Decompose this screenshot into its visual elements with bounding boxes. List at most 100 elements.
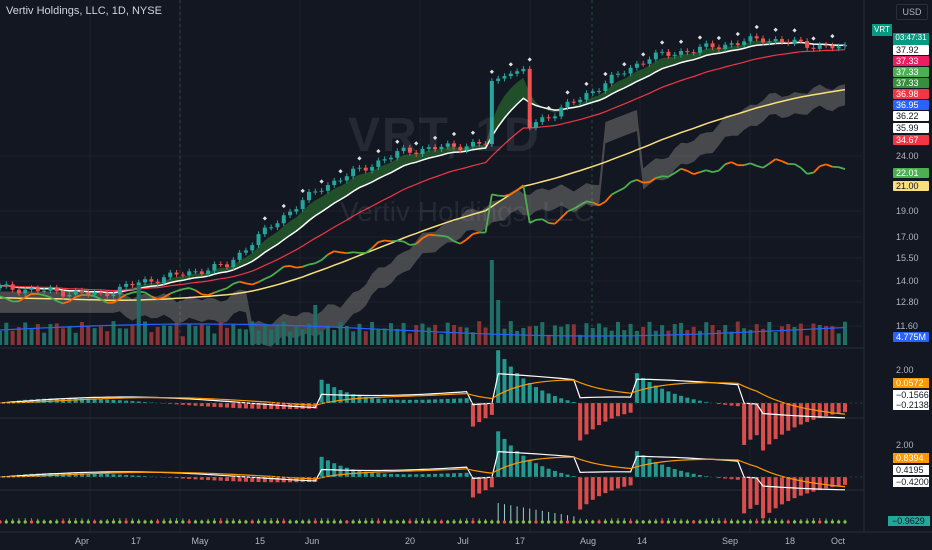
rs-line-segment	[750, 162, 758, 167]
rs-line-segment	[686, 170, 695, 175]
candle-body	[395, 151, 400, 158]
candle-body	[571, 101, 576, 103]
lollipop-dot	[786, 520, 790, 524]
histogram-bar	[231, 477, 236, 482]
pane2-tag-label: 0.4195	[896, 465, 924, 475]
currency-button[interactable]: USD	[896, 4, 928, 20]
pane2-tag-label: −0.4200	[896, 477, 929, 487]
volume-bar	[180, 336, 185, 345]
candle-body	[534, 122, 539, 128]
histogram-bar	[370, 472, 375, 477]
signal-dot	[735, 31, 740, 37]
volume-bar	[767, 321, 772, 345]
histogram-bar	[382, 399, 387, 403]
histogram-bar	[458, 398, 463, 403]
volume-bar	[351, 331, 356, 345]
cloud-band	[0, 84, 845, 347]
candle-body	[86, 292, 91, 295]
rs-line-segment	[346, 251, 354, 255]
pane3-tag-label: −0.9629	[892, 516, 925, 526]
volume-bar	[729, 331, 734, 345]
lollipop-dot	[4, 520, 8, 524]
candle-body	[92, 292, 97, 295]
volume-bar	[754, 324, 759, 345]
candle-body	[597, 90, 602, 92]
lollipop-dot	[767, 520, 771, 524]
rs-line-segment	[226, 283, 234, 289]
signal-dot	[641, 52, 646, 57]
histogram-bar	[344, 467, 349, 477]
rs-line-segment	[340, 251, 347, 255]
volume-bar	[105, 331, 110, 345]
candle-body	[464, 146, 469, 151]
lollipop-dot	[137, 520, 141, 524]
lollipop-dot	[200, 520, 204, 524]
signal-dot	[527, 57, 532, 62]
histogram-bar	[225, 477, 230, 481]
rs-line-segment	[636, 178, 644, 184]
candle-body	[779, 39, 784, 42]
volume-bar	[130, 325, 135, 345]
volume-bar	[262, 325, 267, 345]
price-tag-label: 36.22	[896, 111, 919, 121]
volume-bar	[615, 321, 620, 345]
rs-line-segment	[812, 165, 821, 174]
volume-bar	[35, 324, 40, 345]
rs-line-segment	[466, 233, 474, 241]
signal-dot	[432, 135, 438, 141]
lollipop-dot	[301, 520, 305, 524]
histogram-bar	[306, 477, 311, 483]
histogram-bar	[540, 390, 545, 403]
lollipop-dot	[383, 520, 387, 524]
candle-body	[401, 147, 406, 152]
lollipop-dot	[193, 520, 198, 524]
volume-bar	[647, 321, 652, 345]
volume-bar	[79, 322, 84, 345]
volume-bar	[578, 334, 583, 345]
histogram-bar	[798, 477, 803, 496]
volume-bar	[225, 327, 230, 345]
histogram-bar	[439, 473, 444, 477]
lollipop-dot	[408, 520, 412, 524]
histogram-bar	[300, 403, 305, 409]
rs-line-segment	[535, 218, 543, 221]
volume-bar	[464, 327, 469, 345]
histogram-bar	[426, 474, 431, 477]
histogram-bar	[243, 477, 248, 482]
volume-bar	[786, 324, 791, 345]
price-tag	[893, 56, 929, 66]
candle-body	[16, 289, 21, 294]
rs-line-segment	[201, 293, 209, 297]
rs-line-segment	[447, 236, 455, 243]
price-tag	[893, 100, 929, 110]
price-tag-label: 36.98	[896, 89, 919, 99]
rs-line-segment	[554, 217, 562, 225]
histogram-bar	[231, 403, 236, 408]
volume-bar	[798, 323, 803, 345]
histogram-bar	[458, 473, 463, 477]
histogram-bar	[515, 450, 520, 477]
histogram-bar	[130, 401, 135, 403]
rs-line-segment	[598, 200, 606, 207]
histogram-bar	[180, 477, 185, 479]
price-tag	[893, 89, 929, 99]
candle-body	[622, 73, 627, 75]
histogram-bar	[798, 403, 803, 425]
candle-body	[351, 168, 356, 177]
signal-dot	[678, 39, 684, 44]
volume-bar	[155, 326, 160, 345]
lollipop-dot	[685, 520, 689, 524]
histogram-bar	[685, 397, 690, 403]
volume-bar	[653, 330, 658, 345]
chart-legend-title: Vertiv Holdings, LLC, 1D, NYSE	[6, 5, 162, 17]
lollipop-dot	[111, 520, 116, 524]
candle-body	[325, 185, 330, 191]
pane1-tag	[893, 390, 929, 400]
lollipop-dot	[313, 520, 317, 524]
histogram-bar	[559, 398, 564, 403]
rs-line-segment	[220, 287, 228, 292]
histogram-bar	[187, 403, 192, 406]
price-tag-label: 36.95	[896, 100, 919, 110]
volume-bar	[250, 321, 255, 345]
